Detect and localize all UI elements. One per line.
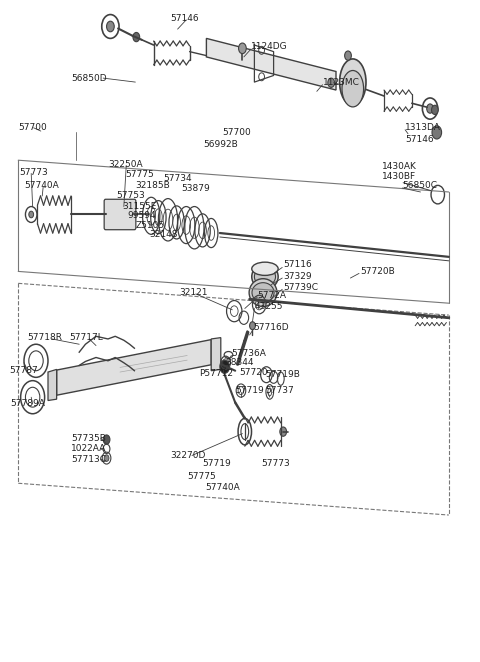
Text: 99594: 99594 [127, 211, 156, 220]
Circle shape [104, 455, 109, 461]
Circle shape [432, 126, 442, 139]
Text: Z5105: Z5105 [135, 220, 165, 230]
Polygon shape [206, 38, 336, 90]
Text: 56850C: 56850C [402, 181, 437, 190]
Circle shape [133, 32, 140, 42]
Text: 56992B: 56992B [204, 140, 238, 149]
Circle shape [345, 51, 351, 60]
Text: 57720: 57720 [239, 368, 268, 377]
Ellipse shape [252, 283, 274, 303]
Text: 56850D: 56850D [71, 73, 107, 83]
Text: 1022AA: 1022AA [71, 444, 106, 453]
Text: 57700: 57700 [18, 122, 47, 132]
Text: 57719: 57719 [235, 386, 264, 395]
Text: 37329: 37329 [283, 271, 312, 281]
Text: 57775: 57775 [125, 170, 154, 179]
Text: 32250A: 32250A [108, 160, 143, 169]
Circle shape [250, 322, 255, 330]
Polygon shape [211, 338, 221, 371]
Ellipse shape [342, 70, 364, 107]
Text: 38344: 38344 [226, 358, 254, 367]
Circle shape [103, 435, 110, 444]
Text: 32185B: 32185B [135, 181, 170, 190]
Text: 1313DA: 1313DA [405, 122, 441, 132]
Text: 1430BF: 1430BF [382, 171, 416, 181]
Text: 57735B: 57735B [71, 434, 106, 443]
Ellipse shape [340, 59, 366, 105]
Text: 1123MC: 1123MC [323, 77, 360, 87]
Circle shape [432, 105, 438, 115]
Text: 57719: 57719 [203, 459, 231, 468]
Ellipse shape [252, 262, 278, 275]
Text: P57712: P57712 [199, 369, 233, 378]
Text: 5772A: 5772A [257, 291, 286, 300]
Circle shape [280, 427, 287, 436]
Text: 57717L: 57717L [69, 333, 103, 342]
Text: 32270D: 32270D [170, 451, 206, 460]
Circle shape [427, 104, 433, 113]
Polygon shape [57, 340, 211, 395]
Text: 43255: 43255 [254, 302, 283, 311]
Text: 57734: 57734 [163, 174, 192, 183]
Text: 57700: 57700 [223, 128, 252, 137]
Text: 32148: 32148 [150, 230, 178, 239]
Text: 57718R: 57718R [27, 333, 62, 342]
Ellipse shape [249, 279, 277, 307]
Text: 57773: 57773 [19, 167, 48, 177]
Text: 1124DG: 1124DG [251, 42, 288, 51]
Text: 57740A: 57740A [205, 483, 240, 492]
Circle shape [107, 21, 114, 32]
Text: 57146: 57146 [170, 14, 199, 23]
Text: 57773: 57773 [262, 459, 290, 468]
Text: 57736A: 57736A [231, 349, 266, 358]
Polygon shape [48, 369, 57, 401]
Text: 53879: 53879 [181, 183, 210, 193]
Text: 57740A: 57740A [24, 181, 59, 190]
Text: 57146: 57146 [405, 134, 434, 144]
Text: 57787: 57787 [10, 366, 38, 375]
Text: 57775: 57775 [187, 472, 216, 481]
Text: 57753: 57753 [116, 191, 145, 201]
Ellipse shape [252, 264, 278, 289]
Circle shape [220, 360, 229, 373]
Circle shape [239, 43, 246, 54]
Ellipse shape [254, 267, 276, 286]
Text: 57116: 57116 [283, 260, 312, 269]
Text: 57739C: 57739C [283, 283, 318, 292]
Text: 31155E: 31155E [122, 202, 157, 211]
Text: 57719B: 57719B [265, 369, 300, 379]
Text: 57720B: 57720B [360, 267, 395, 276]
Circle shape [29, 211, 34, 218]
Text: 57713C: 57713C [71, 455, 106, 464]
Circle shape [328, 78, 335, 87]
Text: 1430AK: 1430AK [382, 162, 417, 171]
Text: 57789A: 57789A [11, 399, 46, 408]
Text: 57737: 57737 [265, 386, 294, 395]
FancyBboxPatch shape [104, 199, 136, 230]
Text: 32121: 32121 [180, 288, 208, 297]
Text: 57716D: 57716D [253, 322, 289, 332]
